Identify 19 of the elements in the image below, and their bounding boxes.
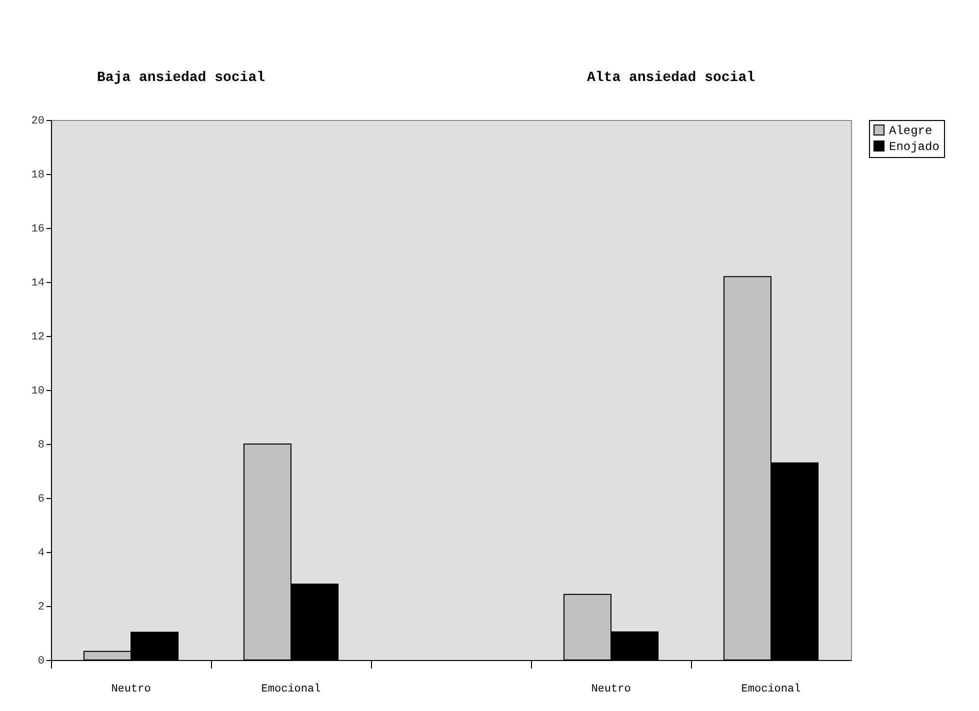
y-tick-label: 16 (31, 224, 44, 236)
x-tick-label: Emocional (261, 684, 321, 696)
y-tick-label: 0 (38, 656, 44, 668)
y-tick-label: 4 (38, 548, 45, 560)
legend-label: Enojado (889, 140, 940, 154)
x-tick-label: Neutro (591, 684, 631, 696)
y-tick-label: 6 (38, 494, 44, 506)
x-tick-label: Neutro (111, 684, 151, 696)
legend-label: Alegre (889, 124, 932, 138)
y-tick-label: 2 (38, 602, 44, 614)
y-tick-label: 18 (31, 170, 44, 182)
y-tick-label: 10 (31, 386, 44, 398)
text: Alta ansiedad social (586, 70, 756, 86)
y-tick-label: 12 (31, 332, 44, 344)
y-tick-label: 8 (38, 440, 44, 452)
y-tick-label: 20 (31, 116, 44, 128)
y-tick-label: 14 (31, 278, 45, 290)
x-tick-label: Emocional (741, 684, 801, 696)
text: Baja ansiedad social (96, 70, 266, 86)
